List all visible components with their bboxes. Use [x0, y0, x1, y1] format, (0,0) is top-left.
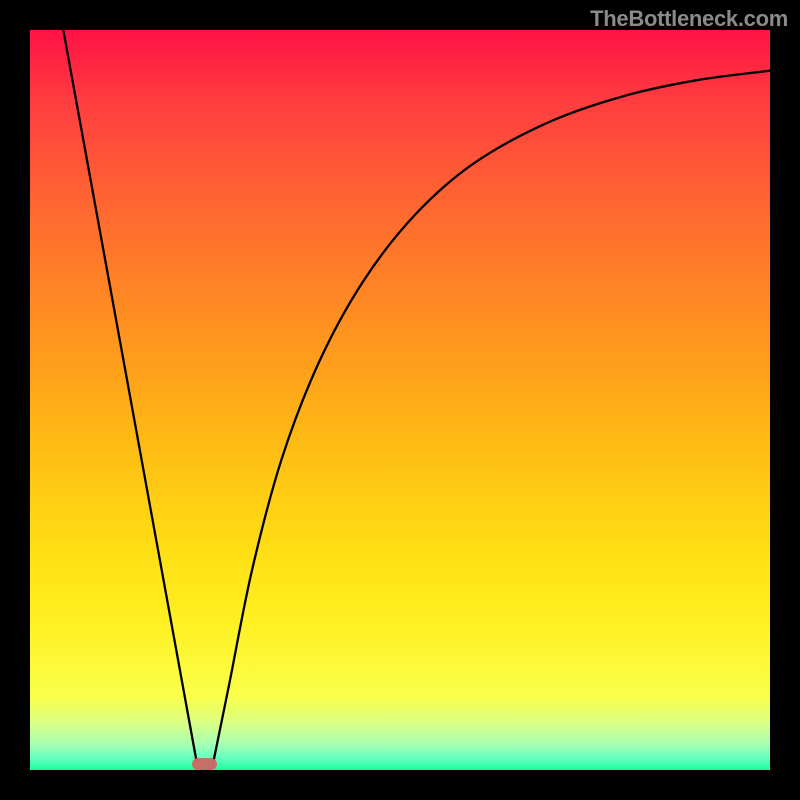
watermark-text: TheBottleneck.com	[590, 6, 788, 32]
chart-curve	[30, 30, 770, 770]
bottleneck-marker	[192, 758, 216, 770]
chart-plot-area	[30, 30, 770, 770]
